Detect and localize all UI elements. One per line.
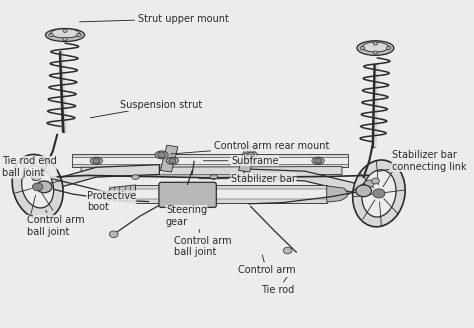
FancyBboxPatch shape xyxy=(159,182,216,207)
Polygon shape xyxy=(160,145,178,172)
Text: Tie rod end
ball joint: Tie rod end ball joint xyxy=(1,156,56,178)
Ellipse shape xyxy=(155,151,168,159)
Ellipse shape xyxy=(284,175,292,179)
Polygon shape xyxy=(81,167,342,175)
Ellipse shape xyxy=(166,157,179,164)
Circle shape xyxy=(283,247,292,254)
Text: Strut upper mount: Strut upper mount xyxy=(80,14,228,24)
Circle shape xyxy=(77,33,81,37)
Text: Tie rod: Tie rod xyxy=(262,277,295,295)
Ellipse shape xyxy=(312,157,324,164)
Circle shape xyxy=(373,42,378,45)
Circle shape xyxy=(372,178,379,184)
Circle shape xyxy=(365,180,374,187)
Ellipse shape xyxy=(244,151,257,159)
Text: Control arm
ball joint: Control arm ball joint xyxy=(173,229,231,257)
Text: Subframe: Subframe xyxy=(203,156,279,166)
Polygon shape xyxy=(136,189,327,199)
Text: Protective
boot: Protective boot xyxy=(87,191,136,212)
Ellipse shape xyxy=(22,166,54,208)
Polygon shape xyxy=(73,157,348,164)
Circle shape xyxy=(315,158,321,163)
Circle shape xyxy=(36,181,52,193)
Ellipse shape xyxy=(90,157,102,164)
Ellipse shape xyxy=(51,29,79,38)
Ellipse shape xyxy=(12,154,63,219)
Circle shape xyxy=(247,158,254,163)
Circle shape xyxy=(63,38,67,41)
Text: Stabilizer bar
connecting link: Stabilizer bar connecting link xyxy=(378,150,466,172)
Polygon shape xyxy=(105,185,136,203)
Circle shape xyxy=(63,29,67,32)
Circle shape xyxy=(386,47,391,50)
Text: Control arm rear mount: Control arm rear mount xyxy=(171,141,329,154)
Circle shape xyxy=(109,231,118,237)
Text: Control arm
ball joint: Control arm ball joint xyxy=(27,211,84,237)
Ellipse shape xyxy=(353,160,405,227)
Circle shape xyxy=(158,152,165,158)
Ellipse shape xyxy=(357,41,394,55)
Text: Suspension strut: Suspension strut xyxy=(91,100,202,118)
Polygon shape xyxy=(136,185,327,203)
Ellipse shape xyxy=(132,175,139,179)
Ellipse shape xyxy=(46,29,84,42)
Ellipse shape xyxy=(210,175,218,179)
Circle shape xyxy=(32,183,43,191)
Circle shape xyxy=(247,152,255,158)
Circle shape xyxy=(356,185,372,197)
Circle shape xyxy=(373,51,378,54)
Polygon shape xyxy=(244,169,364,195)
Ellipse shape xyxy=(362,170,396,217)
Circle shape xyxy=(93,158,100,163)
Polygon shape xyxy=(327,186,348,202)
Ellipse shape xyxy=(245,157,257,164)
Text: Steering
gear: Steering gear xyxy=(166,205,207,227)
Circle shape xyxy=(32,174,41,181)
Polygon shape xyxy=(44,165,159,192)
Polygon shape xyxy=(73,154,348,167)
Circle shape xyxy=(373,189,385,198)
Circle shape xyxy=(169,158,176,163)
Text: Stabilizer bar: Stabilizer bar xyxy=(199,174,296,184)
Circle shape xyxy=(360,47,365,50)
Circle shape xyxy=(49,33,53,37)
Polygon shape xyxy=(238,145,256,172)
Ellipse shape xyxy=(363,42,389,52)
Text: Control arm: Control arm xyxy=(237,255,295,275)
